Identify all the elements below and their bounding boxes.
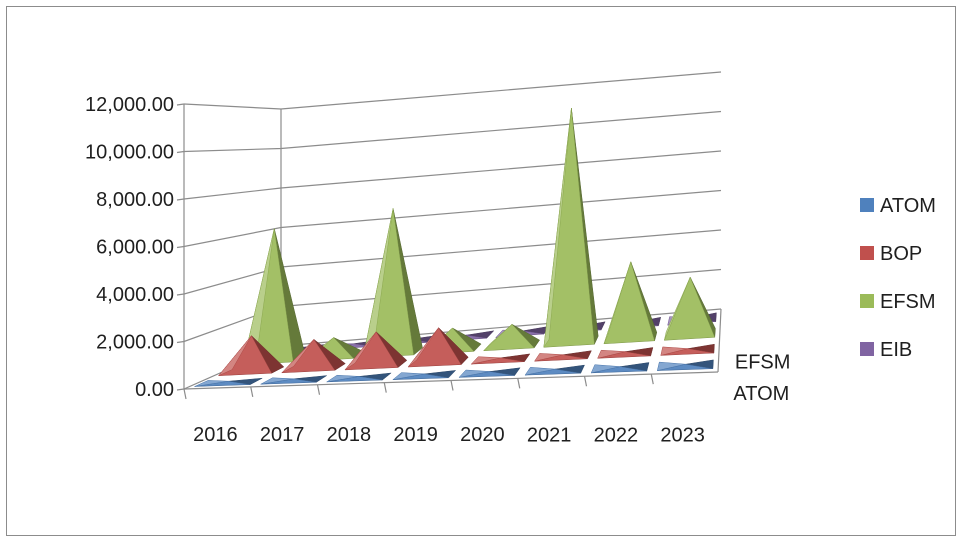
y-tick-mark [176, 293, 185, 296]
pyramid-efsm-2018 [362, 208, 423, 359]
y-tick-label: 12,000.00 [85, 94, 174, 116]
axis-layer: 0.00 2,000.00 4,000.00 6,000.00 8,000.00 10,0… [85, 94, 790, 446]
depth-axis-line [717, 308, 722, 373]
pyramid-bop-2018 [344, 331, 408, 371]
y-tick-mark [176, 245, 185, 249]
x-tick-mark [450, 380, 454, 391]
pyramid-efsm-2021 [543, 108, 599, 348]
legend-item-eib: EIB [860, 339, 912, 361]
x-tick-mark [583, 376, 588, 387]
y-tick-label: 0.00 [135, 379, 174, 401]
pyramid-efsm-2020 [482, 323, 540, 352]
pyramid-atom-2021 [524, 364, 585, 376]
pyramid-atom-2018 [326, 372, 392, 383]
x-tick-label: 2023 [660, 424, 705, 446]
pyramid-chart: 0.00 2,000.00 4,000.00 6,000.00 8,000.00 10,0… [6, 6, 956, 536]
pyramid-atom-2020 [458, 367, 521, 378]
x-tick-label: 2017 [260, 424, 305, 446]
legend-item-atom: ATOM [860, 195, 936, 217]
legend-swatch [860, 294, 874, 308]
x-tick-mark [383, 382, 387, 393]
y-tick-label: 8,000.00 [96, 189, 174, 211]
legend-swatch [860, 198, 874, 212]
pyramid-efsm-2022 [603, 260, 658, 345]
pyramid-atom-2017 [260, 375, 327, 385]
x-tick-mark [250, 386, 254, 397]
y-tick-label: 2,000.00 [96, 332, 174, 354]
legend: ATOM BOP EFSM EIB [860, 195, 936, 361]
y-tick-mark [176, 198, 185, 201]
chart-border [6, 6, 956, 536]
x-tick-mark [183, 388, 187, 400]
depth-axis-label: EFSM [735, 352, 791, 374]
pyramid-bop-2019 [407, 327, 469, 368]
x-tick-mark [316, 384, 321, 395]
x-tick-mark [517, 378, 521, 389]
x-tick-mark [650, 374, 654, 385]
x-tick-label: 2018 [327, 424, 372, 446]
pyramid-bop-2020 [470, 353, 531, 365]
legend-item-efsm: EFSM [860, 291, 936, 313]
y-tick-label: 6,000.00 [96, 237, 174, 259]
pyramid-atom-2023 [656, 359, 714, 371]
legend-item-bop: BOP [860, 243, 922, 265]
x-tick-label: 2020 [460, 424, 505, 446]
y-tick-label: 4,000.00 [96, 284, 174, 306]
pyramid-atom-2016 [194, 377, 263, 387]
legend-label: BOP [880, 243, 922, 265]
chart-frame: 0.00 2,000.00 4,000.00 6,000.00 8,000.00 10,0… [6, 6, 956, 536]
pyramid-bop-2021 [533, 350, 592, 362]
legend-label: ATOM [880, 195, 936, 217]
depth-axis-label: ATOM [733, 383, 789, 405]
pyramid-bop-2017 [281, 339, 346, 374]
y-tick-mark [176, 340, 185, 344]
x-tick-label: 2021 [527, 424, 572, 446]
legend-label: EFSM [880, 291, 936, 313]
x-tick-label: 2019 [393, 424, 438, 446]
x-tick-label: 2016 [193, 424, 238, 446]
marks-layer [194, 108, 717, 387]
pyramid-bop-2016 [218, 335, 285, 376]
legend-label: EIB [880, 339, 912, 361]
pyramid-atom-2019 [392, 370, 457, 381]
pyramid-efsm-2023 [663, 276, 716, 341]
y-tick-mark [176, 103, 185, 106]
y-tick-mark [176, 388, 185, 391]
pyramid-bop-2023 [660, 343, 715, 356]
x-tick-label: 2022 [594, 424, 639, 446]
y-tick-label: 10,000.00 [85, 142, 174, 164]
pyramid-bop-2022 [597, 347, 654, 359]
pyramid-atom-2022 [590, 362, 650, 374]
y-tick-mark [176, 150, 185, 154]
legend-swatch [860, 246, 874, 260]
legend-swatch [860, 342, 874, 356]
